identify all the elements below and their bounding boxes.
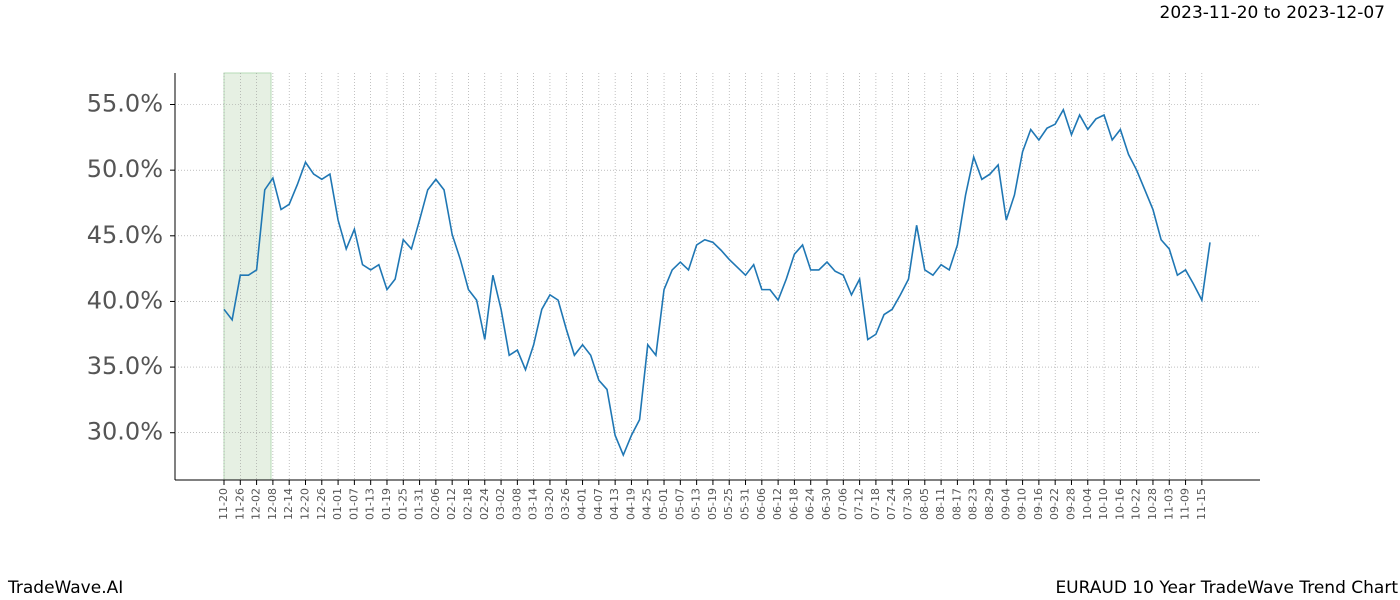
x-tick-label: 11-26	[233, 488, 246, 520]
subtitle: 2023-11-20 to 2023-12-07	[1160, 3, 1385, 23]
x-tick-label: 01-13	[364, 488, 377, 520]
y-tick-label: 55.0%	[87, 90, 163, 118]
x-tick-label: 01-01	[331, 488, 344, 520]
x-tick-label: 09-28	[1064, 488, 1077, 520]
x-tick-label: 09-04	[999, 488, 1012, 520]
x-tick-label: 08-05	[918, 488, 931, 520]
x-tick-label: 05-25	[722, 488, 735, 520]
footer-left: TradeWave.AI	[7, 578, 123, 598]
x-tick-label: 03-26	[559, 488, 572, 520]
x-tick-label: 03-14	[527, 488, 540, 520]
x-tick-label: 12-08	[266, 488, 279, 520]
y-tick-label: 30.0%	[87, 418, 163, 446]
x-tick-label: 07-30	[901, 488, 914, 520]
x-tick-label: 04-01	[576, 488, 589, 520]
y-tick-label: 40.0%	[87, 286, 163, 314]
x-tick-label: 12-14	[282, 488, 295, 520]
x-tick-label: 05-19	[706, 488, 719, 520]
x-tick-label: 09-10	[1016, 488, 1029, 520]
x-tick-label: 02-06	[429, 488, 442, 520]
x-tick-label: 01-25	[396, 488, 409, 520]
x-tick-label: 03-20	[543, 488, 556, 520]
y-tick-label: 35.0%	[87, 352, 163, 380]
x-tick-label: 05-13	[690, 488, 703, 520]
x-tick-label: 06-24	[804, 488, 817, 520]
highlight-span	[223, 72, 272, 481]
footer-right: EURAUD 10 Year TradeWave Trend Chart	[1055, 578, 1398, 598]
x-tick-label: 03-08	[510, 488, 523, 520]
x-tick-label: 11-15	[1195, 488, 1208, 520]
x-tick-label: 11-09	[1179, 488, 1192, 520]
x-tick-label: 08-29	[983, 488, 996, 520]
x-tick-label: 10-28	[1146, 488, 1159, 520]
x-tick-label: 01-07	[347, 488, 360, 520]
x-tick-label: 11-03	[1162, 488, 1175, 520]
x-tick-label: 10-22	[1130, 488, 1143, 520]
x-tick-label: 06-06	[755, 488, 768, 520]
x-tick-label: 02-18	[461, 488, 474, 520]
x-tick-label: 04-19	[624, 488, 637, 520]
x-tick-label: 01-19	[380, 488, 393, 520]
y-tick-label: 45.0%	[87, 221, 163, 249]
y-tick-label: 50.0%	[87, 155, 163, 183]
x-tick-label: 09-16	[1032, 488, 1045, 520]
x-tick-label: 08-11	[934, 488, 947, 520]
x-tick-label: 05-31	[739, 488, 752, 520]
x-tick-label: 06-30	[820, 488, 833, 520]
x-tick-label: 05-07	[673, 488, 686, 520]
x-tick-label: 12-20	[298, 488, 311, 520]
x-tick-label: 07-12	[853, 488, 866, 520]
x-tick-label: 09-22	[1048, 488, 1061, 520]
x-tick-label: 10-10	[1097, 488, 1110, 520]
x-tick-label: 03-02	[494, 488, 507, 520]
x-tick-label: 04-13	[608, 488, 621, 520]
x-tick-label: 06-18	[787, 488, 800, 520]
x-tick-label: 07-06	[836, 488, 849, 520]
x-tick-label: 02-24	[478, 488, 491, 520]
x-tick-label: 04-25	[641, 488, 654, 520]
line-series	[223, 107, 1211, 458]
x-tick-label: 08-17	[950, 488, 963, 520]
x-tick-label: 10-04	[1081, 488, 1094, 520]
x-tick-label: 06-12	[771, 488, 784, 520]
x-tick-label: 11-20	[217, 488, 230, 520]
x-tick-label: 10-16	[1113, 488, 1126, 520]
x-tick-label: 12-26	[315, 488, 328, 520]
x-tick-label: 12-02	[250, 488, 263, 520]
x-tick-label: 04-07	[592, 488, 605, 520]
x-tick-label: 02-12	[445, 488, 458, 520]
x-tick-label: 07-18	[869, 488, 882, 520]
x-tick-label: 07-24	[885, 488, 898, 520]
x-tick-label: 05-01	[657, 488, 670, 520]
x-tick-label: 01-31	[413, 488, 426, 520]
x-tick-label: 08-23	[967, 488, 980, 520]
